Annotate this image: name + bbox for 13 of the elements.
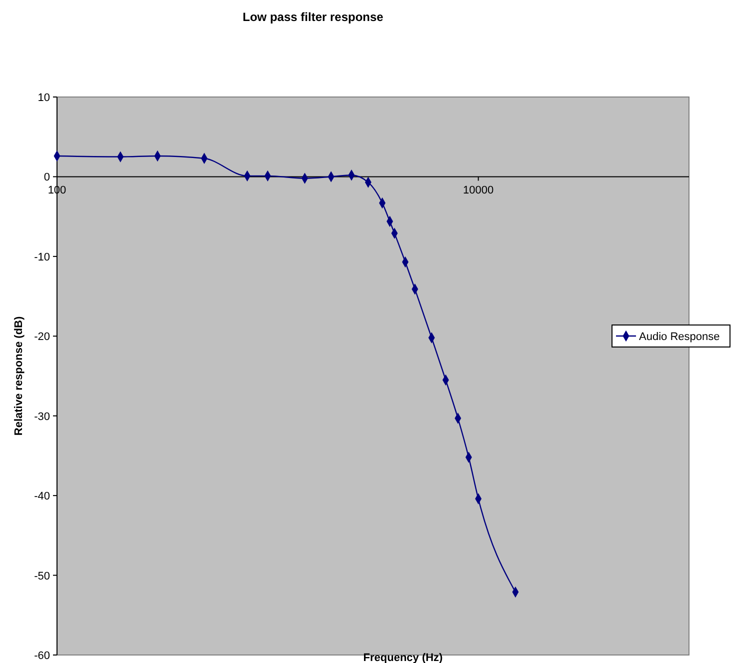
x-axis-title: Frequency (Hz) bbox=[363, 652, 444, 663]
y-tick-label: 10 bbox=[38, 92, 50, 104]
chart-title: Low pass filter response bbox=[242, 10, 384, 24]
y-tick-label: 0 bbox=[44, 172, 50, 184]
y-axis-title: Relative response (dB) bbox=[13, 316, 25, 436]
legend-label: Audio Response bbox=[639, 331, 720, 343]
y-tick-label: -50 bbox=[34, 570, 50, 582]
y-tick-label: -30 bbox=[34, 410, 50, 423]
y-tick-label: -60 bbox=[34, 650, 50, 662]
y-tick-label: -40 bbox=[34, 490, 50, 503]
y-tick-label: -20 bbox=[34, 331, 50, 344]
x-tick-label: 10000 bbox=[463, 184, 494, 197]
y-tick-label: -10 bbox=[34, 251, 50, 264]
